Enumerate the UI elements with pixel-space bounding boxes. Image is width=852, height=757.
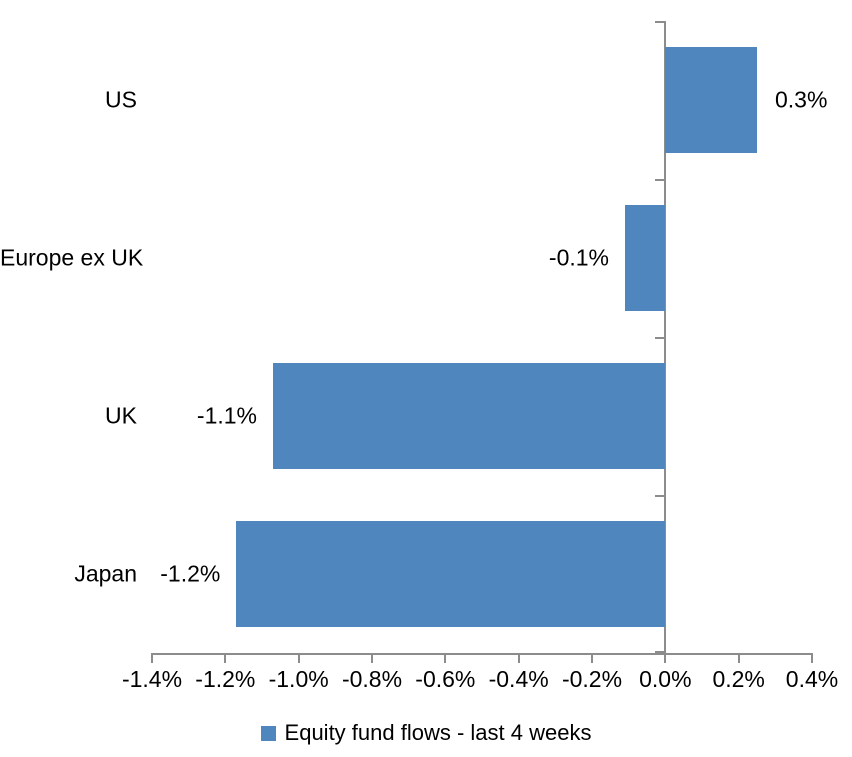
- value-axis-tick-label: -0.6%: [415, 666, 476, 692]
- category-axis-tick: [655, 337, 665, 339]
- value-axis-tick-label: -0.4%: [488, 666, 549, 692]
- value-axis-tick-label: 0.0%: [639, 666, 692, 692]
- value-axis-tick-label: -0.2%: [561, 666, 623, 692]
- category-axis-line: [664, 21, 667, 653]
- value-axis-tick-label: -0.8%: [341, 666, 403, 692]
- value-axis-tick-label: -1.0%: [268, 666, 329, 692]
- legend: Equity fund flows - last 4 weeks: [0, 720, 852, 746]
- value-axis-line: [151, 653, 813, 655]
- legend-label: Equity fund flows - last 4 weeks: [284, 720, 592, 745]
- category-axis-tick: [655, 179, 665, 181]
- value-axis-tick-label: -1.4%: [121, 666, 183, 692]
- category-label-us: US: [105, 86, 137, 113]
- value-axis-tick-label: 0.4%: [785, 666, 839, 692]
- value-axis-tick: [811, 655, 813, 663]
- category-label-japan: Japan: [74, 560, 137, 587]
- category-axis-tick: [655, 21, 665, 23]
- value-axis-tick: [517, 655, 520, 663]
- bar-europe-ex-uk: [625, 205, 666, 311]
- legend-swatch-icon: [260, 725, 276, 741]
- bar-japan: [236, 521, 666, 627]
- category-label-europe-ex-uk: Europe ex UK: [0, 244, 144, 271]
- value-axis-tick: [444, 655, 447, 663]
- category-label-uk: UK: [105, 402, 137, 429]
- value-axis-tick: [151, 655, 153, 663]
- category-axis-tick: [655, 495, 665, 497]
- value-axis-tick: [297, 655, 300, 663]
- value-axis-tick: [224, 655, 227, 663]
- value-axis-tick-label: 0.2%: [712, 666, 765, 692]
- value-label-uk: -1.1%: [196, 402, 257, 429]
- value-label-europe-ex-uk: -0.1%: [548, 244, 609, 271]
- value-axis-tick: [371, 655, 373, 663]
- value-label-japan: -1.2%: [160, 560, 221, 587]
- bar-uk: [273, 363, 666, 469]
- value-axis-tick-label: -1.2%: [195, 666, 256, 692]
- value-axis-tick: [737, 655, 740, 663]
- category-axis-tick: [655, 651, 665, 653]
- value-axis-tick: [591, 655, 593, 663]
- bar-us: [665, 47, 757, 153]
- value-label-us: 0.3%: [775, 86, 828, 113]
- value-axis-tick: [664, 655, 667, 663]
